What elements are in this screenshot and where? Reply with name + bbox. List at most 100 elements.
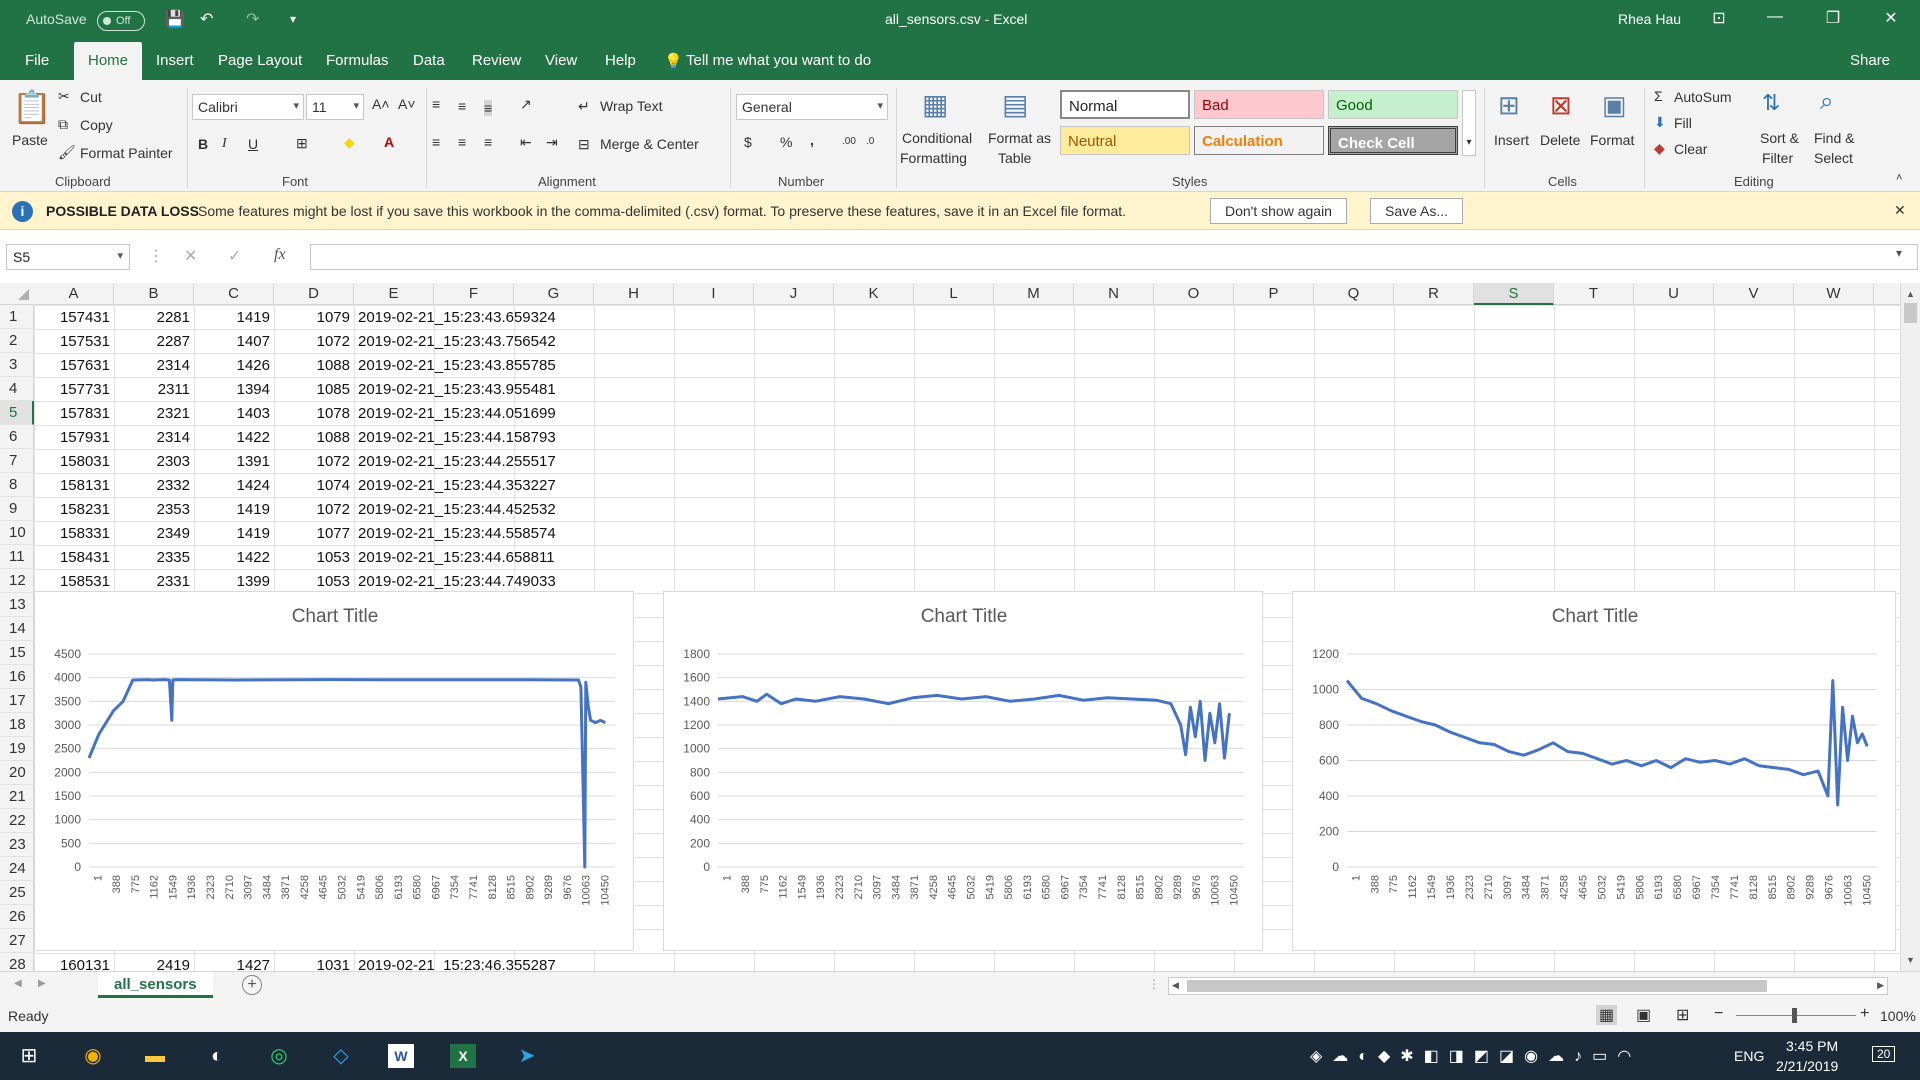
cell[interactable]: 2303: [156, 453, 190, 470]
format-painter-button[interactable]: Format Painter: [80, 145, 173, 161]
cell[interactable]: 158531: [59, 573, 110, 590]
cancel-icon[interactable]: ✕: [184, 248, 198, 265]
vscode-icon[interactable]: ◇: [333, 1045, 349, 1067]
row-header-20[interactable]: 20: [0, 761, 34, 785]
indent-icon[interactable]: ⇤: [520, 134, 532, 150]
row-header-15[interactable]: 15: [0, 641, 34, 665]
next-sheet-icon[interactable]: ▶: [38, 978, 46, 989]
cell[interactable]: 2019-02-21_15:23:44.749033: [358, 573, 556, 590]
cell[interactable]: 157431: [59, 309, 110, 326]
formula-input[interactable]: [310, 244, 1918, 270]
cell[interactable]: 2332: [156, 477, 190, 494]
filter-label[interactable]: Filter: [1762, 150, 1794, 166]
column-header-h[interactable]: H: [594, 283, 674, 305]
row-header-7[interactable]: 7: [0, 449, 34, 473]
column-header-c[interactable]: C: [194, 283, 274, 305]
outdent-icon[interactable]: ⇥: [546, 134, 558, 150]
normal-view-icon[interactable]: ▦: [1596, 1005, 1618, 1025]
add-sheet-icon[interactable]: +: [242, 975, 262, 995]
cell[interactable]: 158331: [59, 525, 110, 542]
row-header-14[interactable]: 14: [0, 617, 34, 641]
italic-icon[interactable]: I: [222, 136, 227, 151]
column-header-m[interactable]: M: [994, 283, 1074, 305]
close-infobar-icon[interactable]: ✕: [1894, 202, 1906, 218]
tell-me-search[interactable]: Tell me what you want to do: [686, 52, 872, 69]
conditional-formatting-label[interactable]: Conditional: [902, 130, 973, 146]
scroll-left-icon[interactable]: ◀: [1172, 980, 1179, 990]
row-header-21[interactable]: 21: [0, 785, 34, 809]
minimize-icon[interactable]: —: [1767, 8, 1783, 25]
cell[interactable]: 2419: [156, 957, 190, 974]
style-calculation[interactable]: Calculation: [1194, 126, 1324, 155]
chart-title[interactable]: Chart Title: [921, 606, 1008, 627]
column-header-l[interactable]: L: [914, 283, 994, 305]
align-top-icon[interactable]: ≡: [432, 96, 441, 112]
cell[interactable]: 158231: [59, 501, 110, 518]
row-header-16[interactable]: 16: [0, 665, 34, 689]
formatting-label[interactable]: Formatting: [900, 150, 967, 166]
cell[interactable]: 2314: [156, 357, 190, 374]
cell[interactable]: 1422: [236, 549, 270, 566]
cell[interactable]: 2349: [156, 525, 190, 542]
cell[interactable]: 2311: [157, 381, 190, 398]
percent-button[interactable]: %: [780, 134, 793, 150]
bold-icon[interactable]: B: [198, 136, 209, 152]
cell[interactable]: 2019-02-21_15:23:43.756542: [358, 333, 556, 350]
styles-more-icon[interactable]: ▾: [1462, 90, 1476, 156]
cell[interactable]: 2019-02-21_15:23:44.658811: [358, 549, 555, 566]
horizontal-scrollbar[interactable]: ◀ ▶: [1168, 977, 1888, 995]
undo-icon[interactable]: ↶: [200, 11, 214, 28]
cell[interactable]: 1072: [316, 453, 350, 470]
cell[interactable]: 2019-02-21_15:23:43.955481: [358, 381, 556, 398]
select-label[interactable]: Select: [1814, 150, 1853, 166]
file-explorer-icon[interactable]: ▬: [145, 1045, 165, 1067]
cell[interactable]: 157931: [59, 429, 110, 446]
cell[interactable]: 1079: [316, 309, 350, 326]
column-header-p[interactable]: P: [1234, 283, 1314, 305]
column-header-s[interactable]: S: [1474, 283, 1554, 305]
align-left-icon[interactable]: ≡: [432, 134, 441, 150]
cell[interactable]: 2331: [156, 573, 190, 590]
column-header-a[interactable]: A: [34, 283, 114, 305]
tab-data[interactable]: Data: [413, 52, 445, 69]
clock-time[interactable]: 3:45 PM: [1786, 1038, 1839, 1054]
column-header-e[interactable]: E: [354, 283, 434, 305]
decrease-font-icon[interactable]: A˅: [398, 96, 416, 112]
cell[interactable]: 2287: [156, 333, 190, 350]
scroll-right-icon[interactable]: ▶: [1877, 980, 1884, 990]
row-header-26[interactable]: 26: [0, 905, 34, 929]
column-header-k[interactable]: K: [834, 283, 914, 305]
cell[interactable]: 158031: [59, 453, 110, 470]
fill-button[interactable]: Fill: [1674, 115, 1692, 131]
page-layout-view-icon[interactable]: ▣: [1636, 1007, 1652, 1024]
row-header-25[interactable]: 25: [0, 881, 34, 905]
cell[interactable]: 157731: [59, 381, 110, 398]
cell[interactable]: 2321: [156, 405, 190, 422]
row-header-4[interactable]: 4: [0, 377, 34, 401]
cell[interactable]: 1072: [316, 333, 350, 350]
currency-button[interactable]: $: [744, 134, 752, 150]
font-color-icon[interactable]: A: [384, 134, 395, 150]
cell[interactable]: 1422: [236, 429, 270, 446]
save-icon[interactable]: 💾: [165, 11, 185, 28]
row-header-10[interactable]: 10: [0, 521, 34, 545]
format-as-label[interactable]: Format as: [988, 130, 1052, 146]
clock-date[interactable]: 2/21/2019: [1776, 1058, 1839, 1074]
tab-split-handle[interactable]: ⋮: [1148, 977, 1160, 991]
cell[interactable]: 157531: [59, 333, 110, 350]
name-box[interactable]: S5: [6, 244, 130, 270]
maximize-icon[interactable]: ❐: [1825, 10, 1841, 27]
comma-button[interactable]: ,: [810, 132, 814, 148]
cell[interactable]: 160131: [59, 957, 110, 974]
notifications-badge[interactable]: 20: [1872, 1046, 1896, 1062]
column-header-o[interactable]: O: [1154, 283, 1234, 305]
scroll-up-icon[interactable]: ▲: [1906, 289, 1915, 299]
user-name[interactable]: Rhea Hau: [1618, 11, 1682, 27]
cell[interactable]: 1427: [236, 957, 270, 974]
tab-page-layout[interactable]: Page Layout: [218, 52, 303, 69]
clear-button[interactable]: Clear: [1674, 141, 1708, 157]
column-header-d[interactable]: D: [274, 283, 354, 305]
cell[interactable]: 1085: [316, 381, 350, 398]
save-as-button[interactable]: Save As...: [1370, 198, 1464, 224]
row-header-11[interactable]: 11: [0, 545, 34, 569]
